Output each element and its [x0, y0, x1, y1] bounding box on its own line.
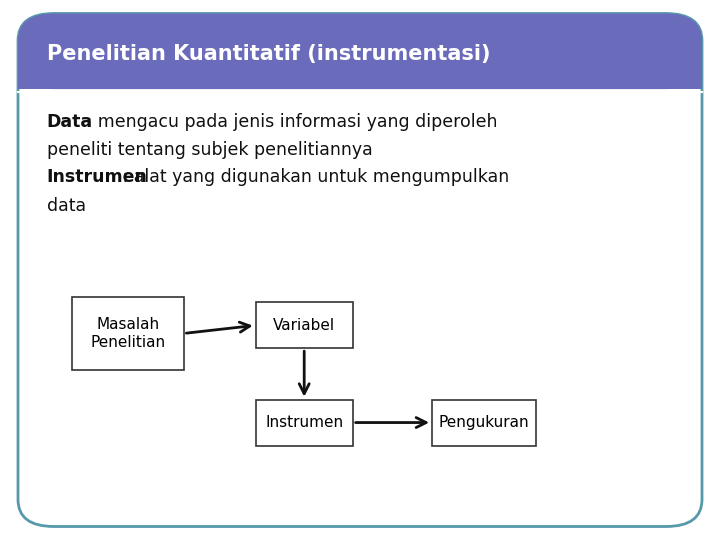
Text: Variabel: Variabel: [273, 318, 336, 333]
Text: : mengacu pada jenis informasi yang diperoleh: : mengacu pada jenis informasi yang dipe…: [81, 113, 498, 131]
Text: Penelitian Kuantitatif (instrumentasi): Penelitian Kuantitatif (instrumentasi): [47, 44, 490, 64]
Text: data: data: [47, 197, 86, 214]
FancyBboxPatch shape: [18, 14, 702, 526]
Text: Instrumen: Instrumen: [265, 415, 343, 430]
FancyBboxPatch shape: [18, 51, 702, 89]
Text: peneliti tentang subjek penelitiannya: peneliti tentang subjek penelitiannya: [47, 141, 372, 159]
FancyBboxPatch shape: [432, 400, 536, 446]
FancyBboxPatch shape: [256, 302, 353, 348]
Text: Masalah
Penelitian: Masalah Penelitian: [90, 317, 166, 350]
Text: Pengukuran: Pengukuran: [439, 415, 529, 430]
FancyBboxPatch shape: [72, 297, 184, 370]
Text: Data: Data: [47, 113, 93, 131]
FancyBboxPatch shape: [18, 14, 702, 89]
FancyBboxPatch shape: [256, 400, 353, 446]
Text: Instrumen: Instrumen: [47, 168, 148, 186]
Text: : alat yang digunakan untuk mengumpulkan: : alat yang digunakan untuk mengumpulkan: [117, 168, 510, 186]
